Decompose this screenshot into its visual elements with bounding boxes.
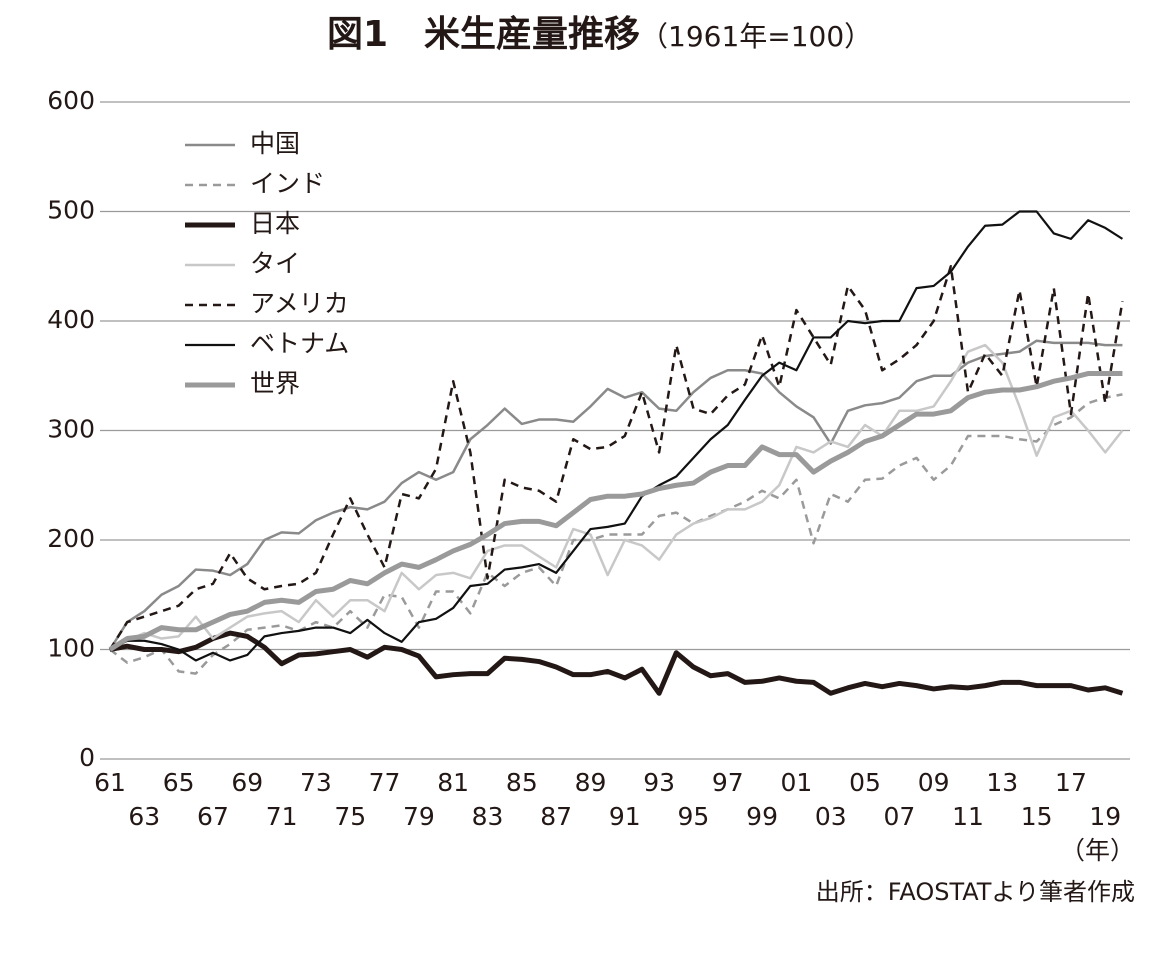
y-tick-label: 0 xyxy=(79,743,95,772)
x-tick-label: 73 xyxy=(300,768,332,797)
y-tick-label: 200 xyxy=(47,524,95,553)
legend-label: アメリカ xyxy=(250,289,349,318)
legend-label: 世界 xyxy=(250,369,300,398)
legend-label: 日本 xyxy=(250,209,300,238)
x-tick-label: 11 xyxy=(952,802,984,831)
x-tick-label: 91 xyxy=(609,802,641,831)
x-tick-label: 65 xyxy=(163,768,195,797)
x-tick-label: 03 xyxy=(815,802,847,831)
x-tick-label: 75 xyxy=(334,802,366,831)
series-line xyxy=(108,265,1124,651)
y-tick-label: 400 xyxy=(47,305,95,334)
x-tick-label: 63 xyxy=(128,802,160,831)
x-tick-label: 07 xyxy=(883,802,915,831)
y-tick-label: 600 xyxy=(47,86,95,115)
x-tick-label: 17 xyxy=(1055,768,1087,797)
x-tick-label: 87 xyxy=(540,802,572,831)
legend-label: ベトナム xyxy=(250,329,349,358)
x-tick-label: 97 xyxy=(712,768,744,797)
x-tick-label: 93 xyxy=(643,768,675,797)
x-tick-label: 69 xyxy=(231,768,263,797)
x-unit: （年） xyxy=(1060,836,1135,865)
x-tick-label: 77 xyxy=(369,768,401,797)
x-tick-label: 61 xyxy=(94,768,126,797)
x-tick-label: 83 xyxy=(472,802,504,831)
x-tick-label: 71 xyxy=(266,802,298,831)
x-tick-label: 01 xyxy=(780,768,812,797)
x-tick-label: 99 xyxy=(746,802,778,831)
y-tick-label: 300 xyxy=(47,415,95,444)
series-line xyxy=(109,393,1123,675)
x-tick-label: 81 xyxy=(437,768,469,797)
series-line xyxy=(108,371,1123,652)
series-line xyxy=(109,210,1124,662)
x-tick-label: 79 xyxy=(403,802,435,831)
y-tick-label: 500 xyxy=(47,196,95,225)
source-note: 出所：FAOSTATより筆者作成 xyxy=(816,878,1135,906)
legend-label: タイ xyxy=(250,249,300,278)
y-tick-label: 100 xyxy=(47,634,95,663)
chart-subtitle: （1961年=100） xyxy=(640,20,872,53)
chart-title: 図1 米生産量推移 xyxy=(327,14,640,55)
legend-label: 中国 xyxy=(250,129,300,158)
x-tick-label: 15 xyxy=(1021,802,1053,831)
x-tick-label: 05 xyxy=(849,768,881,797)
series-line xyxy=(109,630,1124,696)
x-tick-label: 85 xyxy=(506,768,538,797)
x-tick-label: 89 xyxy=(575,768,607,797)
series-line xyxy=(108,339,1123,651)
x-tick-label: 09 xyxy=(918,768,950,797)
x-tick-label: 19 xyxy=(1089,802,1121,831)
series-line xyxy=(109,343,1124,651)
x-tick-label: 95 xyxy=(678,802,710,831)
x-tick-label: 13 xyxy=(986,768,1018,797)
x-tick-label: 67 xyxy=(197,802,229,831)
legend-label: インド xyxy=(250,169,325,198)
